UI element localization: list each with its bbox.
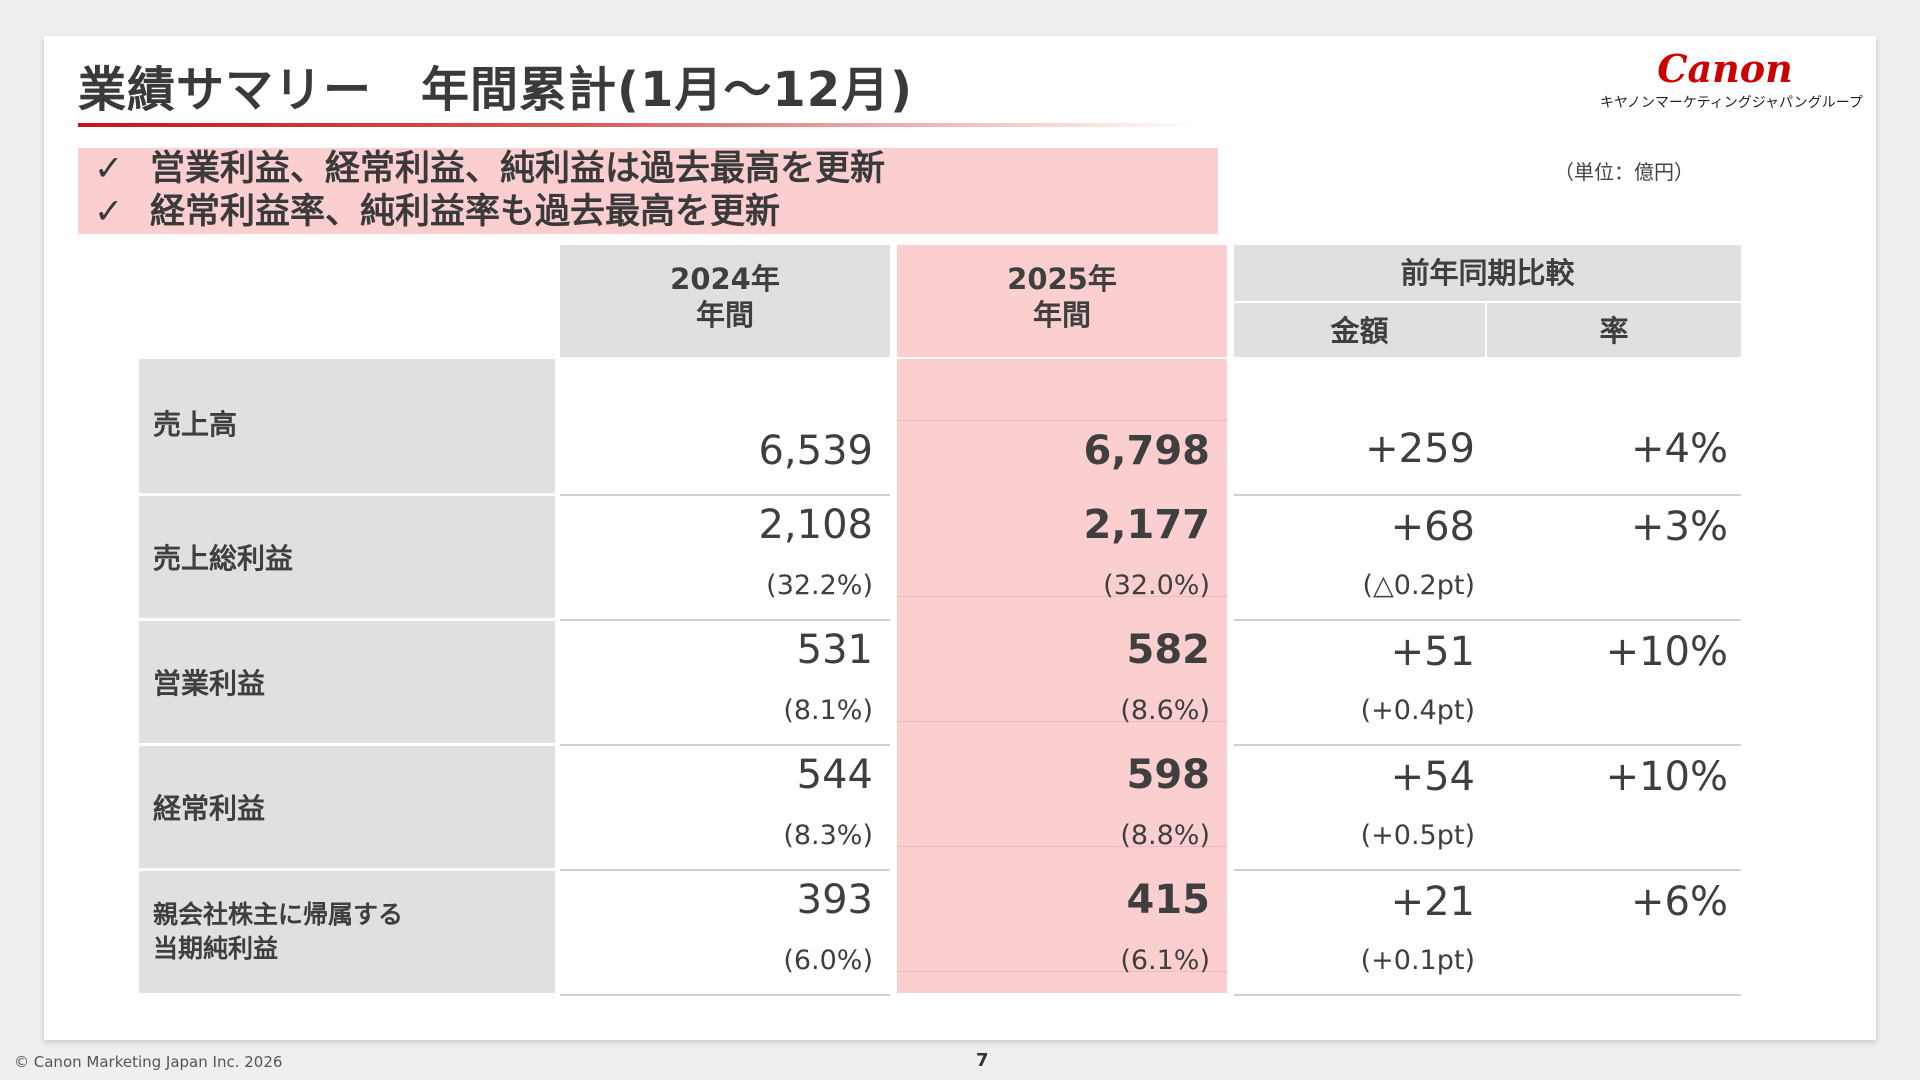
ratio-change: (+0.1pt) [1360,945,1475,976]
row-divider [1234,869,1741,871]
header-amount: 金額 [1234,303,1485,357]
value-2024: 544 [796,752,873,798]
value-2024: 6,539 [758,428,873,474]
ratio-2025: (6.1%) [1120,945,1210,976]
header-amount-label: 金額 [1330,314,1389,348]
ratio-2024: (6.0%) [783,945,873,976]
row-label-ordinary-profit: 経常利益 [139,746,555,868]
value-amount: +51 [1390,629,1475,675]
value-2025: 2,177 [1083,502,1210,548]
value-rate: +10% [1605,629,1728,675]
row-divider [560,869,890,871]
value-rate: +6% [1631,879,1728,925]
header-2025: 2025年 年間 [897,245,1227,357]
row-divider [1234,494,1741,496]
header-2025-period: 年間 [1032,298,1091,332]
header-2024-year: 2024年 [670,262,780,296]
row-label-net-income: 親会社株主に帰属する 当期純利益 [139,871,555,993]
value-rate: +4% [1631,426,1728,472]
header-compare-label: 前年同期比較 [1400,256,1575,290]
header-2025-year: 2025年 [1007,262,1117,296]
header-rate: 率 [1487,303,1741,357]
column-2025-highlight [897,359,1227,993]
row-label-text: 売上高 [153,408,238,441]
ratio-change: (△0.2pt) [1362,570,1476,601]
ratio-2024: (8.1%) [783,695,873,726]
header-2024: 2024年 年間 [560,245,890,357]
value-amount: +54 [1390,754,1475,800]
value-rate: +10% [1605,754,1728,800]
ratio-2025: (8.8%) [1120,820,1210,851]
row-divider [560,744,890,746]
value-2025: 582 [1126,627,1211,673]
highlight-text: 経常利益率、純利益率も過去最高を更新 [150,192,781,232]
row-label-gross-profit: 売上総利益 [139,496,555,618]
divider [897,846,1227,847]
checkmark-icon: ✓ [94,192,124,232]
value-amount: +21 [1390,879,1475,925]
slide: 業績サマリー 年間累計(1月～12月) Canon キヤノンマーケティングジャパ… [44,36,1876,1040]
value-amount: +68 [1390,504,1475,550]
value-2025: 415 [1126,877,1211,923]
row-label-text: 売上総利益 [153,542,294,575]
row-divider [560,619,890,621]
header-compare: 前年同期比較 [1234,245,1741,301]
row-label-text: 営業利益 [153,667,266,700]
canon-logo: Canon キヤノンマーケティングジャパングループ [1600,46,1863,112]
page-title: 業績サマリー 年間累計(1月～12月) [78,62,914,118]
title-underline [78,123,1198,127]
highlight-item: ✓ 経常利益率、純利益率も過去最高を更新 [78,191,1218,234]
value-2025: 6,798 [1083,428,1210,474]
row-divider [1234,619,1741,621]
logo-subtitle: キヤノンマーケティングジャパングループ [1600,95,1863,111]
divider [897,596,1227,597]
row-divider [560,494,890,496]
row-label-text: 経常利益 [153,792,266,825]
ratio-change: (+0.4pt) [1360,695,1475,726]
ratio-2024: (8.3%) [783,820,873,851]
logo-wordmark: Canon [1657,46,1793,91]
value-2024: 531 [796,627,873,673]
value-2024: 393 [796,877,873,923]
divider [897,971,1227,972]
value-2024: 2,108 [758,502,873,548]
divider [897,721,1227,722]
row-divider [560,994,890,996]
unit-label: （単位：億円） [1554,160,1694,184]
header-rate-label: 率 [1599,314,1629,348]
value-amount: +259 [1365,426,1475,472]
row-label-sales: 売上高 [139,359,555,493]
footer-copyright: © Canon Marketing Japan Inc. 2026 [14,1053,283,1071]
divider [897,420,1227,421]
header-2024-period: 年間 [695,298,754,332]
page-number: 7 [976,1050,989,1071]
ratio-2025: (32.0%) [1103,570,1210,601]
row-label-text: 当期純利益 [153,934,279,963]
ratio-2024: (32.2%) [766,570,873,601]
value-2025: 598 [1126,752,1211,798]
row-divider [1234,744,1741,746]
row-label-text: 親会社株主に帰属する [153,900,404,929]
checkmark-icon: ✓ [94,149,124,189]
ratio-2025: (8.6%) [1120,695,1210,726]
row-label-operating-profit: 営業利益 [139,621,555,743]
highlight-item: ✓ 営業利益、経常利益、純利益は過去最高を更新 [78,148,1218,191]
row-divider [1234,994,1741,996]
highlight-text: 営業利益、経常利益、純利益は過去最高を更新 [150,149,886,189]
highlight-box: ✓ 営業利益、経常利益、純利益は過去最高を更新 ✓ 経常利益率、純利益率も過去最高を… [78,148,1218,234]
value-rate: +3% [1631,504,1728,550]
ratio-change: (+0.5pt) [1360,820,1475,851]
